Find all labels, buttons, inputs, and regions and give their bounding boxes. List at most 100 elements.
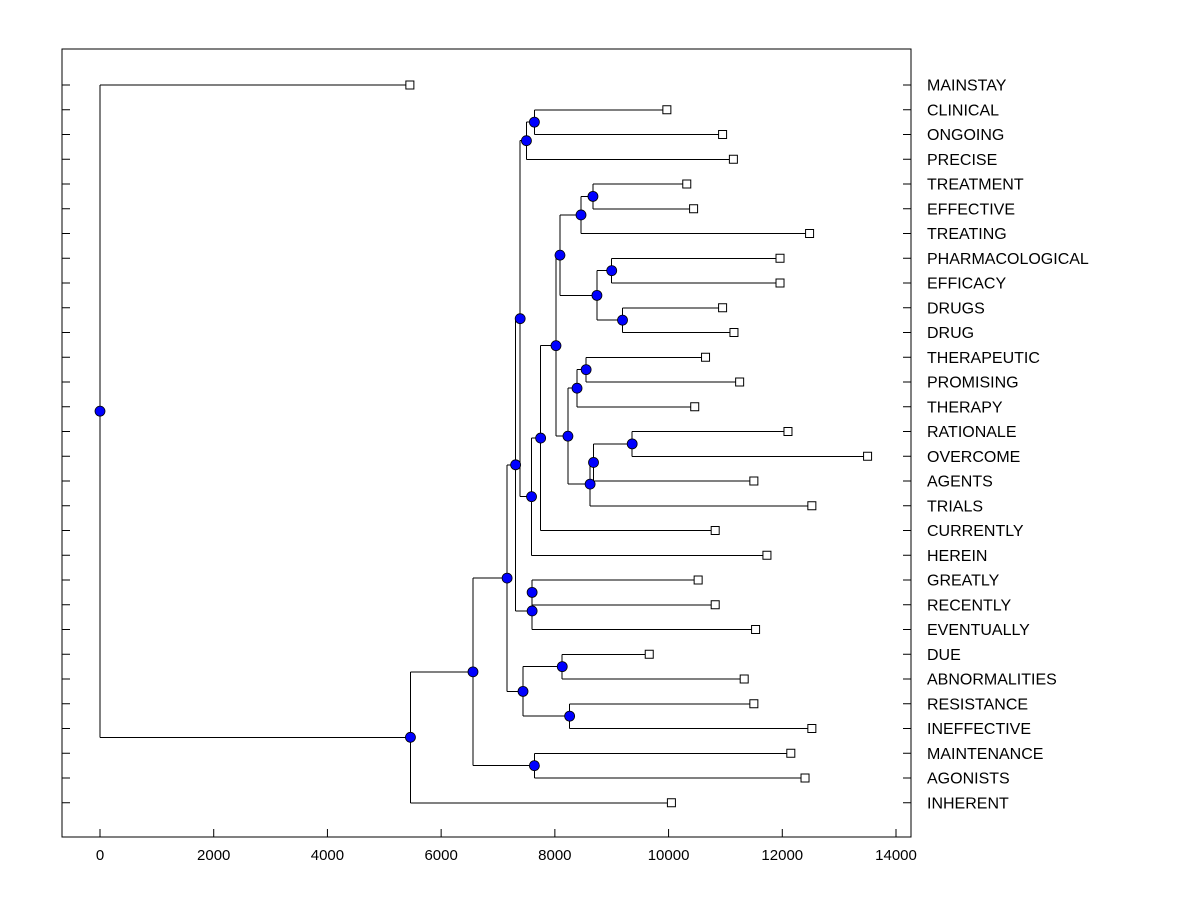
x-tick-label: 8000 [538, 847, 571, 864]
leaf-label: INHERENT [927, 795, 1009, 812]
merge-node-marker [626, 438, 638, 450]
leaf-marker [786, 748, 796, 758]
leaf-marker [805, 229, 815, 238]
leaf-label: ABNORMALITIES [927, 672, 1057, 689]
leaf-marker [729, 328, 739, 337]
leaf-marker [666, 798, 676, 808]
merge-node-marker [556, 661, 568, 673]
merge-node-marker [528, 116, 540, 128]
leaf-marker [807, 501, 817, 511]
merge-node-marker [526, 605, 538, 617]
leaf-label: PRECISE [927, 152, 997, 169]
x-tick-label: 12000 [761, 847, 803, 864]
merge-node-marker [554, 249, 566, 261]
merge-node-marker [562, 430, 574, 442]
plot-frame [61, 48, 912, 838]
x-tick-label: 6000 [424, 847, 457, 864]
leaf-label: EFFECTIVE [927, 201, 1015, 218]
leaf-marker [775, 253, 785, 263]
leaf-label: RATIONALE [927, 424, 1017, 441]
leaf-label: DRUGS [927, 300, 985, 317]
merge-node-marker [501, 572, 513, 584]
leaf-label: OVERCOME [927, 449, 1020, 466]
merge-node-marker [588, 457, 599, 468]
merge-node-marker [521, 135, 532, 147]
leaf-marker [690, 402, 700, 412]
leaf-marker [718, 130, 728, 139]
leaf-marker [807, 724, 817, 733]
leaf-marker [728, 154, 738, 164]
merge-node-marker [617, 314, 628, 326]
merge-node-marker [584, 478, 596, 490]
leaf-label: DUE [927, 647, 961, 664]
leaf-marker [749, 699, 759, 709]
leaf-markers [405, 80, 873, 808]
leaf-marker [749, 476, 759, 486]
leaf-label: RECENTLY [927, 597, 1011, 614]
leaf-labels: MAINSTAY CLINICAL ONGOING PRECISE TREATMENT E… [927, 78, 1089, 813]
leaf-label: AGONISTS [927, 771, 1010, 788]
leaf-marker [863, 451, 873, 461]
leaf-marker [689, 204, 699, 214]
x-tick-label: 4000 [311, 847, 344, 864]
leaf-marker [735, 377, 745, 387]
merge-node-marker [517, 685, 529, 697]
merge-node-marker [405, 731, 416, 743]
merge-node-marker [535, 432, 547, 444]
x-tick-label: 2000 [197, 847, 230, 864]
leaf-label: HEREIN [927, 548, 987, 565]
merge-node-marker [514, 313, 526, 325]
leaf-label: INEFFECTIVE [927, 721, 1031, 738]
dendrogram-branches [99, 84, 868, 804]
leaf-marker [662, 105, 672, 115]
merge-node-marker [564, 710, 576, 722]
leaf-label: EFFICACY [927, 276, 1006, 293]
leaf-marker [718, 303, 728, 313]
x-tick-label: 10000 [648, 847, 690, 864]
leaf-label: RESISTANCE [927, 696, 1028, 713]
x-tick-label: 14000 [875, 847, 917, 864]
leaf-marker [710, 600, 720, 610]
leaf-marker [405, 80, 415, 90]
leaf-label: THERAPEUTIC [927, 350, 1040, 367]
x-axis-tick-labels: 0 2000 4000 6000 8000 10000 12000 14000 [96, 847, 917, 864]
merge-node-marker [528, 760, 540, 772]
leaf-label: TREATING [927, 226, 1007, 243]
leaf-label: MAINTENANCE [927, 746, 1043, 763]
leaf-label: ONGOING [927, 127, 1004, 144]
right-tick-marks [903, 84, 911, 804]
leaf-label: DRUG [927, 325, 974, 342]
leaf-marker [762, 550, 772, 560]
merge-node-marker [580, 364, 592, 376]
leaf-marker [682, 179, 692, 189]
leaf-label: MAINSTAY [927, 78, 1007, 95]
leaf-label: TREATMENT [927, 177, 1024, 194]
leaf-marker [701, 352, 711, 362]
merge-node-marker [526, 491, 537, 503]
leaf-marker [751, 625, 761, 634]
merge-node-marker [550, 340, 562, 352]
merge-node-marker [591, 289, 603, 301]
leaf-marker [775, 278, 785, 288]
leaf-label: GREATLY [927, 573, 1000, 590]
merge-node-marker [575, 209, 587, 221]
x-axis-ticks [99, 829, 897, 837]
leaf-label: PHARMACOLOGICAL [927, 251, 1089, 268]
x-tick-label: 0 [96, 847, 104, 864]
leaf-label: EVENTUALLY [927, 622, 1030, 639]
leaf-label: CURRENTLY [927, 523, 1024, 540]
leaf-marker [800, 773, 810, 783]
merge-node-marker [606, 265, 618, 277]
left-tick-marks [62, 84, 70, 804]
leaf-marker [739, 674, 749, 684]
merge-node-marker [571, 382, 583, 394]
merge-node-marker [94, 405, 106, 417]
leaf-label: THERAPY [927, 399, 1003, 416]
merge-node-marker [510, 459, 522, 471]
leaf-marker [644, 649, 654, 659]
merge-node-marker [526, 586, 538, 598]
leaf-marker [710, 526, 720, 535]
leaf-label: AGENTS [927, 474, 993, 491]
leaf-marker [693, 575, 703, 585]
